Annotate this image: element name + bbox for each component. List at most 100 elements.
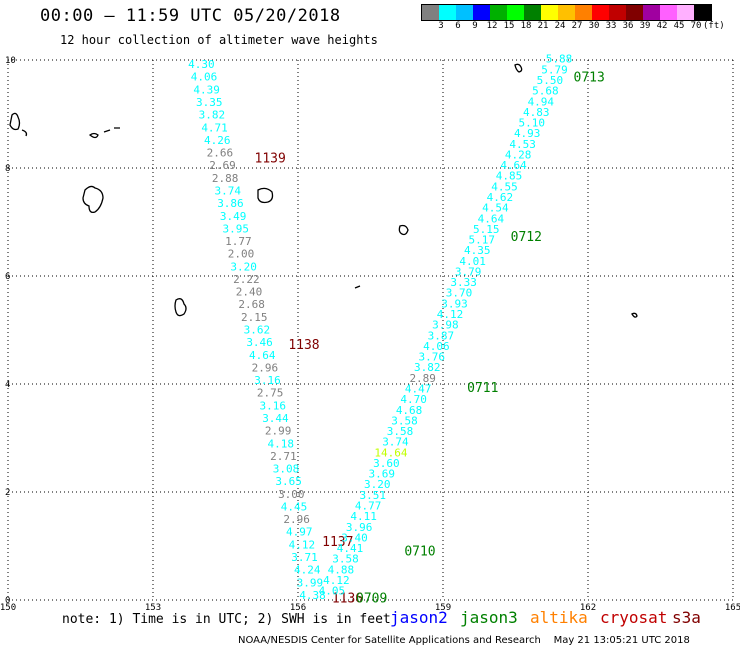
wave-height-value: 2.96 — [252, 361, 279, 374]
legend-label: 33 — [605, 21, 617, 31]
wave-height-value: 3.82 — [199, 109, 226, 122]
wave-height-value: 3.82 — [414, 361, 441, 374]
wave-height-value: 2.96 — [283, 513, 310, 526]
legend-label: 9 — [472, 21, 478, 31]
legend-label: 30 — [588, 21, 600, 31]
pass-time-label: 1139 — [255, 152, 286, 167]
wave-height-value: 4.71 — [201, 121, 228, 134]
x-tick-label: 156 — [290, 603, 306, 613]
y-tick-label: 0 — [5, 596, 10, 606]
wave-height-value: 4.55 — [491, 180, 518, 193]
satellite-tracks: 4.304.064.393.353.824.714.262.662.692.88… — [188, 53, 605, 607]
satellite-legend-s3a: s3a — [672, 608, 701, 627]
wave-height-value: 2.69 — [209, 159, 236, 172]
legend-swatch — [558, 5, 575, 20]
wave-height-value: 4.24 — [294, 564, 321, 577]
legend-swatch — [677, 5, 694, 20]
pass-time-label: 0709 — [356, 592, 387, 607]
legend-swatch — [575, 5, 592, 20]
wave-height-value: 3.08 — [273, 463, 300, 476]
wave-height-value: 4.38 — [299, 589, 326, 602]
island-outline — [354, 285, 361, 289]
wave-height-value: 4.11 — [350, 510, 377, 523]
island-outline — [21, 129, 28, 137]
wave-height-value: 2.88 — [212, 172, 239, 185]
wave-height-value: 3.58 — [387, 425, 414, 438]
legend-swatch — [473, 5, 490, 20]
legend-swatch — [609, 5, 626, 20]
legend-label: 27 — [571, 21, 583, 31]
wave-height-value: 4.53 — [509, 138, 536, 151]
wave-height-value: 3.87 — [428, 329, 455, 342]
pass-time-label: 1136 — [332, 592, 363, 607]
wave-height-value: 4.26 — [204, 134, 231, 147]
island-outline — [88, 132, 99, 139]
wave-height-value: 4.06 — [423, 340, 450, 353]
wave-height-value: 3.65 — [275, 475, 302, 488]
island-outline — [9, 112, 21, 131]
island-outline — [514, 63, 523, 73]
pass-time-label: 0710 — [404, 545, 435, 560]
wave-height-value: 4.05 — [319, 585, 346, 598]
wave-height-value: 4.77 — [355, 499, 382, 512]
wave-height-value: 3.60 — [373, 457, 400, 470]
satellite-legend-cryosat: cryosat — [600, 608, 668, 627]
map-grid — [7, 59, 734, 601]
wave-height-value: 4.30 — [188, 58, 215, 71]
wave-height-value: 4.70 — [400, 393, 427, 406]
legend-label: 12 — [486, 21, 498, 31]
wave-height-value: 5.17 — [469, 234, 496, 247]
pass-time-label: 1137 — [322, 535, 353, 550]
wave-height-value: 4.06 — [191, 71, 218, 84]
wave-height-value: 3.70 — [446, 287, 473, 300]
wave-height-value: 5.68 — [532, 85, 559, 98]
wave-height-value: 4.47 — [405, 382, 432, 395]
map-axes: 150 153 156 159 162 165 0 2 4 6 8 10 — [0, 56, 740, 613]
color-scale-legend — [421, 4, 712, 21]
legend-label: 36 — [622, 21, 634, 31]
wave-height-value: 5.88 — [546, 53, 573, 66]
wave-height-value: 4.85 — [496, 170, 523, 183]
wave-height-value: 3.69 — [369, 468, 396, 481]
note-text: note: 1) Time is in UTC; 2) SWH is in fe… — [62, 612, 391, 627]
wave-height-value: 3.33 — [450, 276, 477, 289]
y-tick-label: 6 — [5, 272, 10, 282]
wave-height-value: 4.83 — [523, 106, 550, 119]
legend-swatch — [541, 5, 558, 20]
wave-height-value: 2.66 — [207, 147, 234, 160]
wave-height-value: 4.12 — [323, 574, 350, 587]
legend-label: 24 — [554, 21, 566, 31]
wave-height-value: 3.51 — [359, 489, 386, 502]
track-cryosat: 4.304.064.393.353.824.714.262.662.692.88… — [188, 58, 363, 607]
wave-height-value: 4.64 — [249, 349, 276, 362]
wave-height-value: 3.20 — [230, 260, 257, 273]
island-outline — [398, 224, 409, 236]
wave-height-value: 4.35 — [464, 244, 491, 257]
wave-height-value: 3.35 — [196, 96, 223, 109]
pass-time-label: 1138 — [288, 338, 319, 353]
wave-height-value: 5.10 — [518, 117, 545, 130]
pass-time-label: 0713 — [574, 71, 605, 86]
island-outline — [82, 185, 104, 214]
legend-swatch — [422, 5, 439, 20]
wave-height-value: 3.00 — [278, 488, 305, 501]
y-tick-label: 2 — [5, 488, 10, 498]
wave-height-value: 5.50 — [537, 74, 564, 87]
wave-height-value: 3.58 — [391, 414, 418, 427]
wave-height-value: 5.79 — [541, 63, 568, 76]
wave-height-value: 2.00 — [228, 248, 255, 261]
legend-swatch — [490, 5, 507, 20]
y-tick-label: 8 — [5, 164, 10, 174]
x-tick-label: 162 — [580, 603, 596, 613]
satellite-legend-jason3: jason3 — [460, 608, 518, 627]
legend-label: 18 — [520, 21, 532, 31]
wave-height-value: 3.44 — [262, 412, 289, 425]
wave-height-value: 3.74 — [382, 436, 409, 449]
wave-height-value: 3.71 — [291, 551, 318, 564]
wave-height-value: 4.01 — [459, 255, 486, 268]
wave-height-value: 4.54 — [482, 202, 509, 215]
wave-height-value: 3.16 — [260, 399, 287, 412]
wave-height-value: 3.46 — [246, 336, 273, 349]
island-outline — [631, 312, 638, 318]
wave-height-value: 3.98 — [432, 319, 459, 332]
